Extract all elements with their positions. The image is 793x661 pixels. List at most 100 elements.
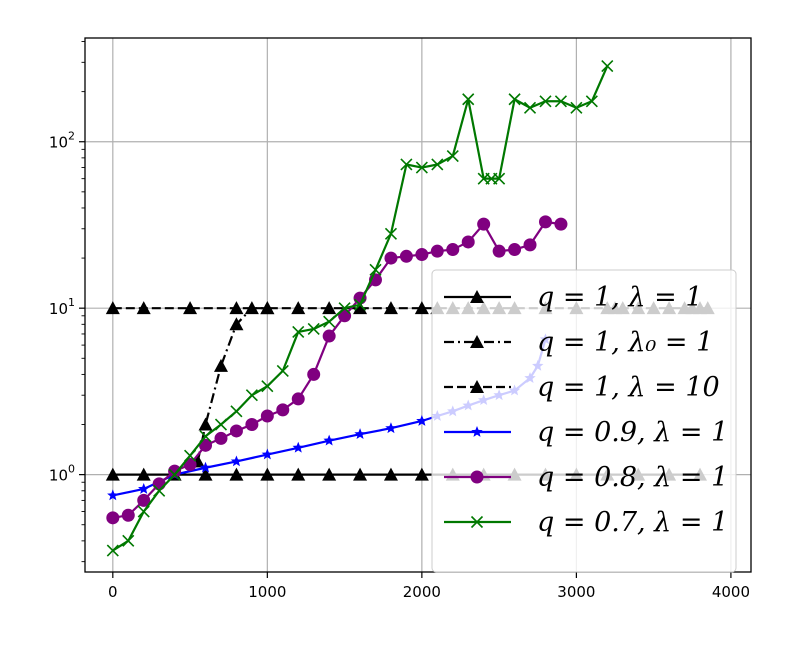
x-marker [415,161,428,174]
triangle-marker [414,301,429,315]
x-marker [122,534,135,547]
series-5 [106,59,614,557]
series-4 [106,215,568,525]
x-marker [292,325,305,338]
x-tick-label: 1000 [248,583,286,601]
legend-label: q = 0.9, λ = 1 [537,417,728,448]
triangle-marker [353,301,368,315]
x-marker [508,93,521,106]
triangle-marker [105,467,120,481]
x-marker [470,515,484,529]
circle-marker [152,477,166,491]
x-tick-label: 4000 [712,583,750,601]
circle-marker [245,418,259,432]
legend-label: q = 1, λ = 1 [537,282,703,313]
x-marker [153,484,166,497]
triangle-marker [383,467,398,481]
ticks: 0 1000 2000 3000 4000 100 101 102 [49,41,750,601]
circle-marker [214,431,228,445]
x-tick-label: 0 [108,583,118,601]
legend-item: q = 0.9, λ = 1 [444,417,728,448]
triangle-marker [322,301,337,315]
triangle-marker [136,301,151,315]
circle-marker [415,248,429,262]
x-marker [585,95,598,108]
x-marker [230,405,243,418]
legend-item: q = 1, λ = 10 [444,372,720,403]
x-marker [523,101,537,114]
triangle-marker [244,301,259,315]
triangle-marker [229,317,244,331]
legend-label: q = 0.8, λ = 1 [537,462,728,493]
circle-marker [538,215,552,229]
x-marker [137,505,150,518]
triangle-marker [470,335,484,348]
legend-item: q = 1, λ = 1 [444,282,703,313]
star-marker [261,448,274,460]
circle-marker [508,243,522,257]
circle-marker [106,511,120,525]
x-tick-label: 3000 [557,583,595,601]
circle-marker [260,409,274,423]
circle-marker [399,249,413,263]
star-marker [354,428,366,440]
circle-marker [168,464,182,478]
star-marker [385,422,397,434]
triangle-marker [260,467,275,481]
y-tick-label: 102 [49,130,75,152]
triangle-marker [383,301,398,315]
circle-marker [554,217,568,231]
triangle-marker [198,417,213,431]
x-marker [554,95,568,108]
x-marker [384,227,398,240]
circle-marker [137,493,151,507]
circle-marker [276,403,290,417]
x-marker [323,315,336,328]
x-marker [106,544,119,557]
x-marker [400,158,413,171]
legend-item: q = 0.7, λ = 1 [444,507,728,538]
x-marker [353,298,367,311]
triangle-marker [198,467,213,481]
circle-marker [229,424,243,438]
x-marker [338,302,351,315]
axes-frame [84,37,752,573]
legend: q = 1, λ = 1 q = 1, λ₀ = 1 q = 1, λ = 10 q … [431,269,737,573]
star-marker [138,482,150,494]
x-marker [493,172,506,185]
legend-label: q = 1, λ₀ = 1 [537,327,713,358]
star-marker [471,426,483,437]
x-marker [431,158,444,171]
circle-marker [477,217,491,231]
triangle-marker [213,358,228,372]
x-marker [276,364,289,377]
x-marker [199,430,212,443]
star-marker [107,489,119,501]
x-marker [446,150,459,163]
series-line [112,65,609,552]
triangle-marker [229,301,244,315]
x-marker [245,389,258,402]
triangle-marker [260,301,275,315]
triangle-marker [291,301,306,315]
circle-marker [523,238,537,252]
star-marker [323,434,335,446]
legend-box [431,269,737,573]
circle-marker [384,251,398,265]
circle-marker [121,508,135,522]
x-marker [570,101,583,114]
x-marker [168,468,181,481]
circle-marker [430,244,444,258]
x-marker [462,93,475,106]
triangle-marker [414,467,429,481]
legend-item: q = 0.8, λ = 1 [444,462,728,493]
star-marker [416,414,428,426]
circle-marker [322,329,336,343]
triangle-marker [291,467,306,481]
x-marker [539,95,552,108]
circle-marker [307,367,321,381]
triangle-marker [470,290,484,303]
circle-marker [291,392,305,406]
x-marker [261,380,274,393]
